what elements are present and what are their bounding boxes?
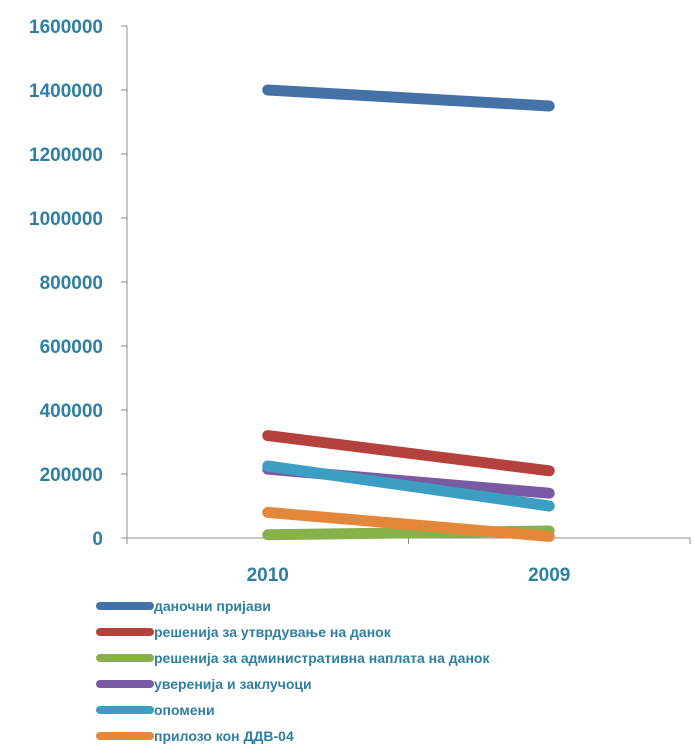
y-tick-label: 600000 xyxy=(40,337,103,358)
legend-item: решенија за утврдување на данок xyxy=(96,624,392,640)
x-category-label: 2009 xyxy=(528,565,570,586)
y-tick-label: 200000 xyxy=(40,465,103,486)
series-line-1 xyxy=(262,430,555,477)
x-axis: 2010 2009 xyxy=(126,537,691,586)
legend-label: прилозо кон ДДВ-04 xyxy=(154,728,294,744)
y-tick-label: 1400000 xyxy=(29,81,103,102)
legend-label: решенија за утврдување на данок xyxy=(154,624,392,640)
legend-label: даночни пријави xyxy=(154,598,271,614)
legend-item: прилозо кон ДДВ-04 xyxy=(96,728,294,744)
legend-item: уверенија и заклучоци xyxy=(96,676,312,692)
y-tick-label: 0 xyxy=(92,529,103,550)
legend-item: опомени xyxy=(96,702,215,718)
legend-item: решенија за административна наплата на д… xyxy=(96,650,490,666)
y-tick-label: 400000 xyxy=(40,401,103,422)
legend-label: опомени xyxy=(154,702,215,718)
y-axis: 0 200000 400000 600000 800000 1000000 1200000 1… xyxy=(29,17,128,550)
legend: даночни пријави решенија за утврдување на… xyxy=(96,598,490,744)
y-tick-label: 1600000 xyxy=(29,17,103,38)
legend-label: решенија за административна наплата на д… xyxy=(154,650,490,666)
series-line-5 xyxy=(262,506,555,542)
series-line-0 xyxy=(262,84,555,112)
y-tick-label: 800000 xyxy=(40,273,103,294)
legend-item: даночни пријави xyxy=(96,598,271,614)
y-tick-label: 1200000 xyxy=(29,145,103,166)
series-line-4 xyxy=(262,460,555,512)
x-category-label: 2010 xyxy=(247,565,289,586)
y-tick-label: 1000000 xyxy=(29,209,103,230)
series-lines xyxy=(262,84,555,542)
legend-label: уверенија и заклучоци xyxy=(154,676,312,692)
